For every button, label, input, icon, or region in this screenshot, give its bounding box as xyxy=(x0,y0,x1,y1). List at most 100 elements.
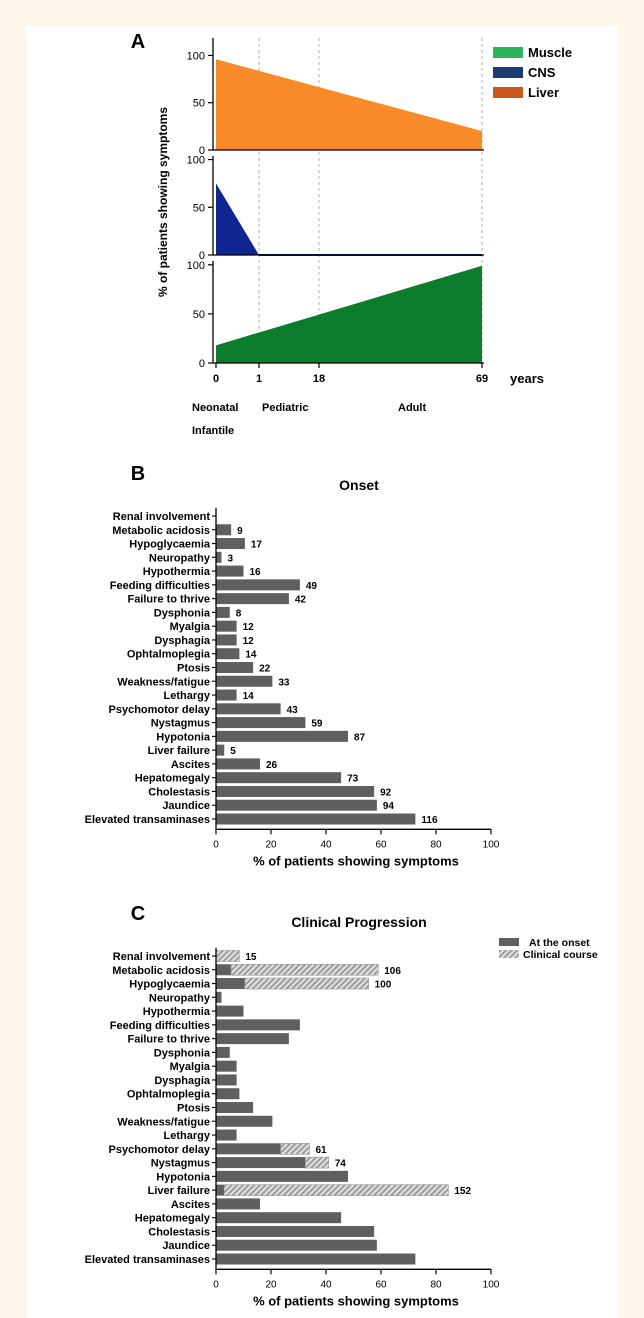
onset-category-label-ophtalmoplegia: Ophtalmoplegia xyxy=(127,649,211,661)
progression-bar-onset-feeding-difficulties xyxy=(216,1019,300,1031)
onset-category-label-hypoglycaemia: Hypoglycaemia xyxy=(129,539,211,551)
progression-x-tick-label-0: 0 xyxy=(213,1279,219,1290)
onset-x-tick-label-80: 80 xyxy=(430,839,442,850)
progression-category-label-elevated-transaminases: Elevated transaminases xyxy=(85,1254,210,1266)
progression-x-tick-label-60: 60 xyxy=(375,1279,387,1290)
onset-data-label-ascites: 26 xyxy=(266,760,278,771)
age-group-infantile: Infantile xyxy=(192,425,234,437)
onset-bar-hypotonia xyxy=(216,730,348,742)
onset-category-label-lethargy: Lethargy xyxy=(164,690,211,702)
progression-bar-onset-hepatomegaly xyxy=(216,1212,342,1224)
onset-x-tick-label-20: 20 xyxy=(265,839,277,850)
onset-x-tick-label-100: 100 xyxy=(483,839,500,850)
onset-category-label-ptosis: Ptosis xyxy=(177,663,210,675)
progression-bar-onset-dysphagia xyxy=(216,1074,237,1086)
onset-category-label-metabolic-acidosis: Metabolic acidosis xyxy=(112,525,210,537)
onset-data-label-elevated-transaminases: 116 xyxy=(421,815,438,826)
legend-swatch-muscle xyxy=(493,47,523,58)
onset-data-label-liver-failure: 5 xyxy=(230,746,236,757)
progression-category-label-feeding-difficulties: Feeding difficulties xyxy=(110,1020,210,1032)
onset-bar-feeding-difficulties xyxy=(216,579,300,591)
onset-x-tick-label-60: 60 xyxy=(375,839,387,850)
progression-bar-onset-failure-to-thrive xyxy=(216,1033,289,1045)
onset-data-label-hepatomegaly: 73 xyxy=(347,774,359,785)
onset-data-label-feeding-difficulties: 49 xyxy=(306,581,318,592)
onset-category-label-myalgia: Myalgia xyxy=(170,621,211,633)
progression-bar-onset-ophtalmoplegia xyxy=(216,1088,240,1100)
onset-bar-elevated-transaminases xyxy=(216,813,416,825)
y-axis-label: % of patients showing symptoms xyxy=(156,107,170,297)
area-liver xyxy=(216,59,482,151)
progression-bar-onset-jaundice xyxy=(216,1239,377,1251)
progression-x-axis-label: % of patients showing symptoms xyxy=(253,1293,459,1308)
age-group-pediatric: Pediatric xyxy=(262,402,308,414)
progression-bar-course-metabolic-acidosis xyxy=(230,963,379,976)
progression-category-label-ptosis: Ptosis xyxy=(177,1103,210,1115)
onset-data-label-dysphonia: 8 xyxy=(236,608,242,619)
onset-data-label-psychomotor-delay: 43 xyxy=(287,705,299,716)
legend-swatch-cns xyxy=(493,67,523,78)
progression-panel-label: C xyxy=(131,903,145,925)
onset-data-label-failure-to-thrive: 42 xyxy=(295,595,307,606)
progression-bar-onset-hypoglycaemia xyxy=(216,978,245,990)
progression-bar-course-psychomotor-delay xyxy=(280,1143,310,1155)
onset-x-tick-label-0: 0 xyxy=(213,839,219,850)
progression-x-tick-label-100: 100 xyxy=(483,1279,500,1290)
progression-category-label-cholestasis: Cholestasis xyxy=(148,1226,210,1238)
progression-category-label-myalgia: Myalgia xyxy=(170,1061,211,1073)
onset-data-label-hypoglycaemia: 17 xyxy=(251,540,263,551)
onset-bar-weakness-fatigue xyxy=(216,675,273,687)
onset-bar-nystagmus xyxy=(216,717,306,729)
age-group-adult: Adult xyxy=(398,402,426,414)
onset-category-label-failure-to-thrive: Failure to thrive xyxy=(127,594,210,606)
onset-category-label-elevated-transaminases: Elevated transaminases xyxy=(85,814,210,826)
progression-category-label-liver-failure: Liver failure xyxy=(148,1185,210,1197)
progression-category-label-failure-to-thrive: Failure to thrive xyxy=(127,1034,210,1046)
progression-data-label-nystagmus: 74 xyxy=(335,1159,347,1170)
progression-x-tick-label-40: 40 xyxy=(320,1279,332,1290)
y-tick-label-muscle-50: 50 xyxy=(193,309,205,321)
y-tick-label-muscle-100: 100 xyxy=(187,260,205,272)
onset-bar-myalgia xyxy=(216,620,237,632)
progression-bar-onset-metabolic-acidosis xyxy=(216,964,232,976)
progression-bar-onset-myalgia xyxy=(216,1060,237,1072)
y-tick-label-cns-50: 50 xyxy=(193,202,205,214)
progression-category-label-ophtalmoplegia: Ophtalmoplegia xyxy=(127,1089,211,1101)
progression-category-label-neuropathy: Neuropathy xyxy=(149,992,211,1004)
onset-bar-dysphagia xyxy=(216,634,237,646)
panel-c: C Clinical Progression Renal involvement 15… xyxy=(85,903,598,1308)
progression-category-label-hypotonia: Hypotonia xyxy=(156,1171,211,1183)
progression-bar-onset-ascites xyxy=(216,1198,260,1210)
progression-data-label-liver-failure: 152 xyxy=(454,1186,471,1197)
onset-category-label-hepatomegaly: Hepatomegaly xyxy=(135,773,211,785)
onset-data-label-hypothermia: 16 xyxy=(250,567,262,578)
onset-bar-hepatomegaly xyxy=(216,772,342,784)
onset-bar-dysphonia xyxy=(216,606,230,618)
onset-data-label-metabolic-acidosis: 9 xyxy=(237,526,243,537)
progression-category-label-dysphonia: Dysphonia xyxy=(154,1047,211,1059)
onset-bar-psychomotor-delay xyxy=(216,703,281,715)
onset-bar-metabolic-acidosis xyxy=(216,524,232,536)
y-tick-label-liver-50: 50 xyxy=(193,98,205,110)
onset-bar-cholestasis xyxy=(216,785,375,797)
onset-data-label-lethargy: 14 xyxy=(243,691,255,702)
progression-legend-swatch-course xyxy=(499,950,519,958)
panel-a-label: A xyxy=(131,31,145,53)
progression-bar-course-hypoglycaemia xyxy=(244,977,369,990)
onset-bar-ophtalmoplegia xyxy=(216,648,240,660)
onset-bar-ascites xyxy=(216,758,260,770)
onset-bar-lethargy xyxy=(216,689,237,701)
onset-bar-neuropathy xyxy=(216,551,222,563)
onset-data-label-neuropathy: 3 xyxy=(228,553,234,564)
onset-category-label-nystagmus: Nystagmus xyxy=(151,718,210,730)
progression-title: Clinical Progression xyxy=(291,914,426,930)
area-muscle xyxy=(216,265,482,363)
onset-bar-liver-failure xyxy=(216,744,225,756)
progression-legend-label-onset: At the onset xyxy=(529,937,590,949)
progression-category-label-hypothermia: Hypothermia xyxy=(143,1006,211,1018)
onset-data-label-ptosis: 22 xyxy=(259,664,271,675)
onset-category-label-weakness-fatigue: Weakness/fatigue xyxy=(117,676,210,688)
onset-category-label-renal-involvement: Renal involvement xyxy=(113,511,211,523)
